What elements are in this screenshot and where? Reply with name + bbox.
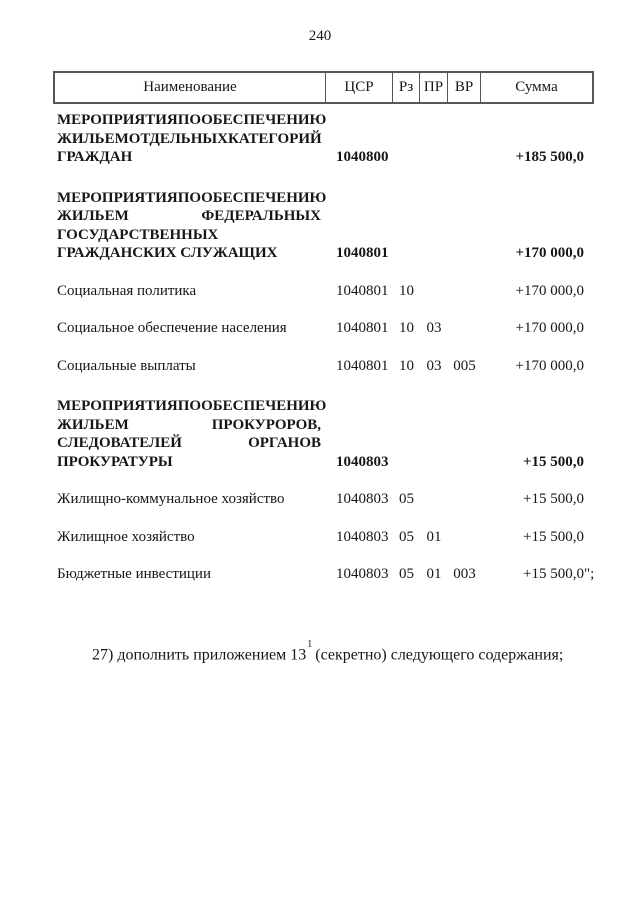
row-summa: +15 500,0 [481, 490, 594, 509]
row-name: МЕРОПРИЯТИЯ ПО ОБЕСПЕЧЕНИЮ ЖИЛЬЕМ ПРОКУРОРОВ… [53, 397, 327, 471]
row-summa: +170 000,0 [481, 319, 594, 338]
table-row: Социальная политика 1040801 10 +170 000,0 [53, 282, 594, 301]
row-csr-code: 1040803 [336, 453, 389, 470]
row-summa: +170 000,0 [481, 244, 594, 263]
row-name-line: ГРАЖДАН [57, 149, 133, 165]
page-number: 240 [308, 28, 332, 44]
row-name-line: ПРОКУРАТУРЫ [57, 453, 173, 470]
row-name: Социальная политика [53, 282, 325, 301]
row-name-line: Социальная политика [57, 282, 197, 299]
row-pr-code: 03 [426, 357, 442, 374]
row-csr-code: 1040801 [336, 320, 389, 336]
row-name-line: ГРАЖДАНСКИХ СЛУЖАЩИХ [57, 245, 278, 261]
row-rz-code: 05 [399, 528, 414, 545]
column-header-summa: Сумма [480, 73, 592, 102]
row-summa-value: +15 500,0 [522, 453, 584, 470]
row-name: Социальные выплаты [53, 357, 325, 376]
row-name: МЕРОПРИЯТИЯ ПО ОБЕСПЕЧЕНИЮ ЖИЛЬЕМ ОТДЕЛЬНЫХ К… [53, 111, 327, 167]
row-pr-code: 03 [426, 320, 442, 336]
row-name-line: ЖИЛЬЕМ ФЕДЕРАЛЬНЫХ [57, 208, 321, 224]
row-vr-code: 005 [453, 357, 476, 374]
row-name-line: МЕРОПРИЯТИЯ ПО ОБЕСПЕЧЕНИЮ [57, 398, 327, 414]
row-summa: +15 500,0 [481, 453, 594, 472]
row-csr-code: 1040801 [336, 357, 389, 374]
row-name-line: СЛЕДОВАТЕЛЕЙ ОРГАНОВ [57, 435, 321, 451]
row-name: МЕРОПРИЯТИЯ ПО ОБЕСПЕЧЕНИЮ ЖИЛЬЕМ ФЕДЕРАЛЬНЫ… [53, 189, 327, 263]
row-name-line: Бюджетные инвестиции [57, 566, 211, 582]
row-name: Жилищно-коммунальное хозяйство [53, 490, 325, 509]
row-summa-value: +15 500,0 [523, 566, 584, 582]
table-row: Жилищное хозяйство 1040803 05 01 +15 500,0 [53, 528, 594, 547]
amendment-note-continuation: (секретно) следующего содержания; [311, 645, 564, 663]
row-summa: +185 500,0 [481, 148, 594, 167]
row-name: Бюджетные инвестиции [53, 565, 325, 584]
row-name: Социальное обеспечение населения [53, 319, 325, 338]
row-summa-value: +15 500,0 [523, 528, 584, 545]
table-row: МЕРОПРИЯТИЯ ПО ОБЕСПЕЧЕНИЮ ЖИЛЬЕМ ПРОКУРОРОВ… [53, 397, 594, 471]
row-summa-value: +170 000,0 [515, 282, 584, 299]
row-summa: +15 500,0 [481, 528, 594, 547]
column-header-vr: ВР [447, 73, 480, 102]
appendix-number-superscript: 1 [307, 638, 313, 650]
row-rz-code: 10 [399, 320, 414, 336]
row-name-line: Социальное обеспечение населения [57, 320, 287, 336]
row-csr-code: 1040801 [336, 282, 389, 299]
row-csr-code: 1040803 [336, 491, 389, 507]
table-header-row: Наименование ЦСР Рз ПР ВР Сумма [53, 71, 594, 104]
row-name-line: МЕРОПРИЯТИЯ ПО ОБЕСПЕЧЕНИЮ [57, 112, 327, 128]
table-row: МЕРОПРИЯТИЯ ПО ОБЕСПЕЧЕНИЮ ЖИЛЬЕМ ФЕДЕРАЛЬНЫ… [53, 189, 594, 263]
row-rz-code: 05 [399, 566, 414, 582]
table-row: Социальное обеспечение населения 1040801 1… [53, 319, 594, 338]
table-row: Жилищно-коммунальное хозяйство 1040803 05 +… [53, 490, 594, 509]
column-header-name: Наименование [143, 79, 237, 95]
row-rz-code: 10 [399, 357, 414, 374]
row-csr-code: 1040801 [336, 245, 389, 261]
row-summa: +170 000,0 [481, 357, 594, 376]
table-body: МЕРОПРИЯТИЯ ПО ОБЕСПЕЧЕНИЮ ЖИЛЬЕМ ОТДЕЛЬНЫХ К… [53, 111, 594, 584]
amendment-note-text: 27) дополнить приложением 13 [92, 645, 307, 663]
row-summa: +170 000,0 [481, 282, 594, 301]
table-row: Социальные выплаты 1040801 10 03 005 +170 000… [53, 357, 594, 376]
row-summa: +15 500,0"; [523, 566, 595, 582]
column-header-pr: ПР [419, 73, 447, 102]
row-pr-code: 01 [426, 566, 442, 582]
row-rz-code: 10 [399, 282, 414, 299]
row-vr-code: 003 [453, 566, 476, 582]
row-name-line: Социальные выплаты [57, 357, 196, 374]
row-pr-code: 01 [426, 528, 442, 545]
row-name-line: ЖИЛЬЕМ ПРОКУРОРОВ, [57, 416, 321, 433]
row-name-line: МЕРОПРИЯТИЯ ПО ОБЕСПЕЧЕНИЮ [57, 189, 327, 206]
table-row: МЕРОПРИЯТИЯ ПО ОБЕСПЕЧЕНИЮ ЖИЛЬЕМ ОТДЕЛЬНЫХ К… [53, 111, 594, 167]
column-header-rz: Рз [392, 73, 419, 102]
row-csr-code: 1040800 [336, 149, 389, 165]
row-summa-value: +170 000,0 [515, 357, 584, 374]
row-name-line: ГОСУДАРСТВЕННЫХ [57, 226, 219, 243]
column-header-csr: ЦСР [325, 73, 392, 102]
row-csr-code: 1040803 [336, 566, 389, 582]
row-csr-code: 1040803 [336, 528, 389, 545]
row-name-line: ЖИЛЬЕМ ОТДЕЛЬНЫХ КАТЕГОРИЙ [57, 130, 322, 147]
row-name-line: Жилищное хозяйство [57, 528, 195, 545]
row-summa-value: +170 000,0 [515, 245, 584, 261]
row-name: Жилищное хозяйство [53, 528, 325, 547]
amendment-note: 27) дополнить приложением 131 (секретно)… [92, 638, 640, 664]
row-summa-value: +185 500,0 [515, 149, 584, 165]
budget-table: Наименование ЦСР Рз ПР ВР Сумма МЕРОПРИЯ… [53, 71, 594, 584]
table-row: Бюджетные инвестиции 1040803 05 01 003 +15 50… [53, 565, 594, 584]
row-name-line: Жилищно-коммунальное хозяйство [57, 491, 285, 507]
row-summa-value: +15 500,0 [523, 491, 584, 507]
row-summa-value: +170 000,0 [515, 320, 584, 336]
row-rz-code: 05 [399, 491, 414, 507]
